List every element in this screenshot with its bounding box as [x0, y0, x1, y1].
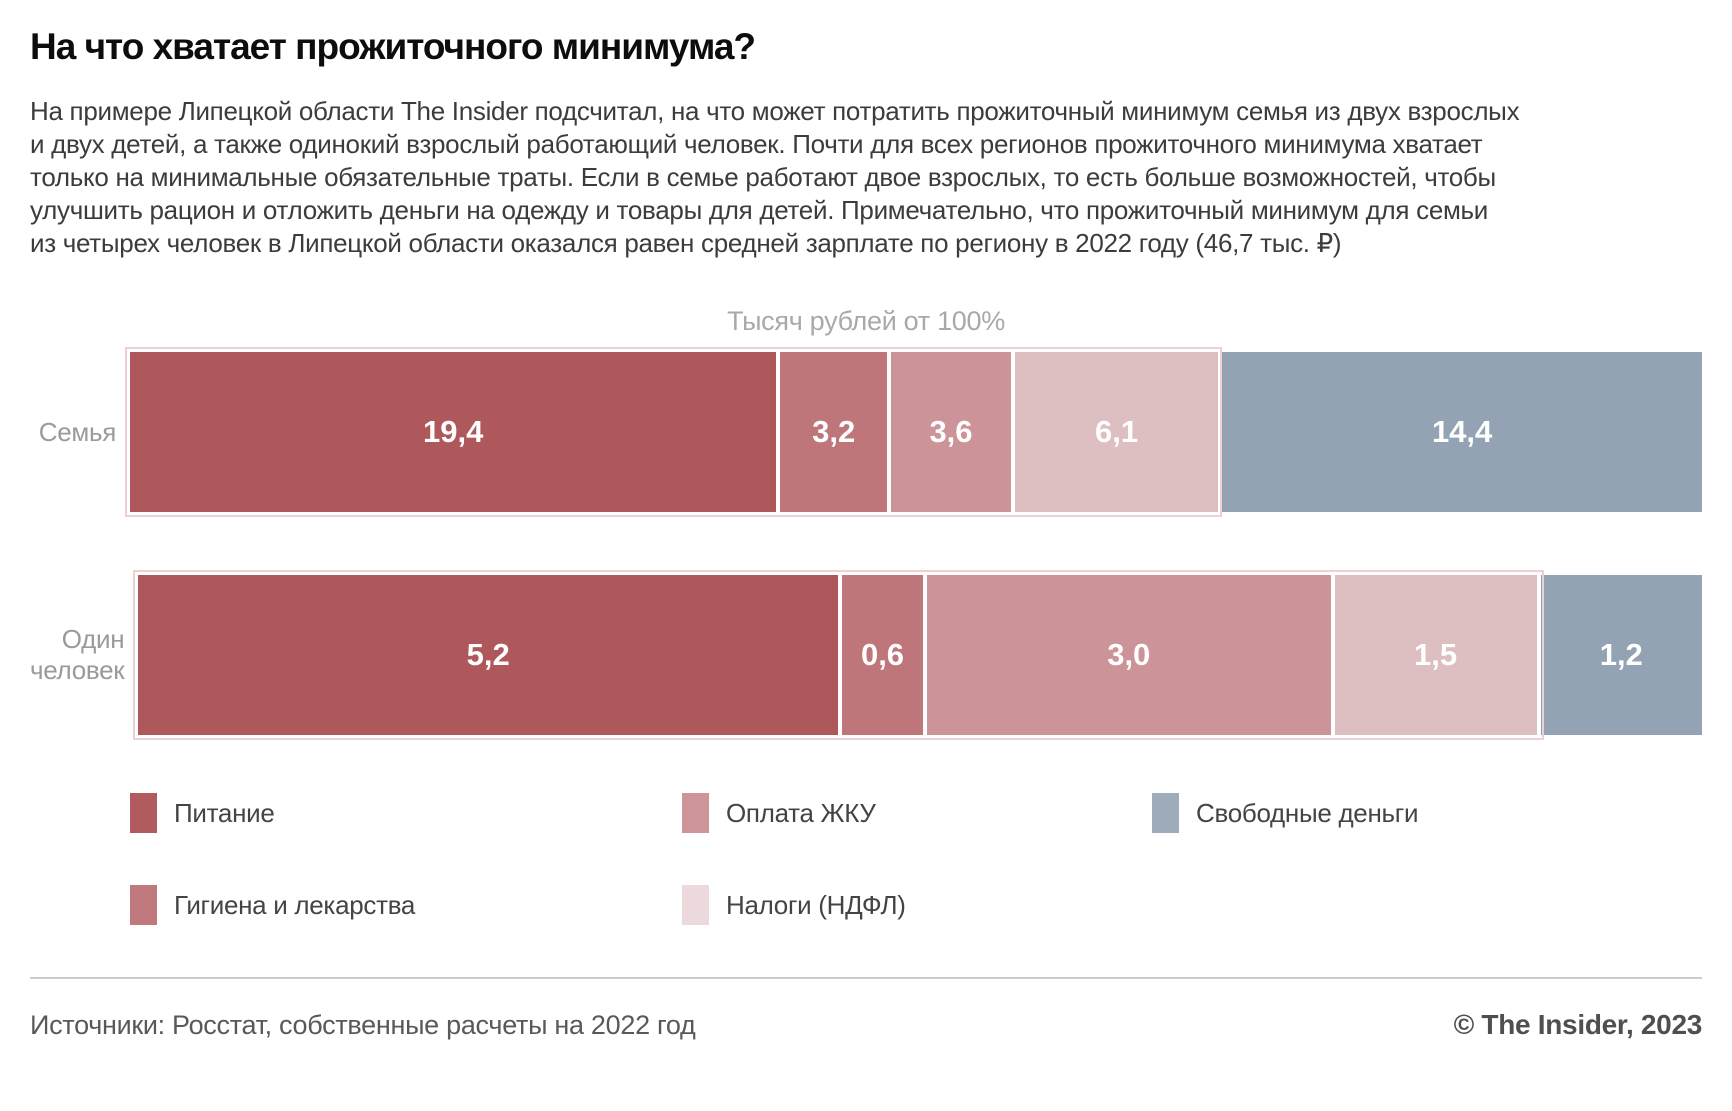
legend-label: Налоги (НДФЛ): [726, 889, 906, 920]
legend-swatch: [130, 793, 157, 833]
footer: Источники: Росстат, собственные расчеты …: [30, 1009, 1702, 1041]
legend-item: Свободные деньги: [1152, 793, 1702, 833]
row-label: Семья: [38, 416, 117, 447]
bar-segment: 14,4: [1222, 352, 1703, 512]
legend-label: Питание: [174, 797, 275, 828]
bar-segment: 1,2: [1540, 575, 1703, 735]
segment-value-label: 3,0: [1107, 637, 1151, 672]
source-note: Источники: Росстат, собственные расчеты …: [30, 1010, 696, 1040]
stacked-bar: 5,2 0,6 3,0 1,5 1,2: [133, 570, 1703, 740]
chart-row: Семья 19,4 3,2 3,6 6,1 14,4: [30, 347, 1703, 517]
chart-row: Один человек 5,2 0,6 3,0 1,5 1,2: [30, 570, 1703, 740]
bar-segment: 19,4: [130, 352, 777, 512]
bar-segment: 3,6: [891, 352, 1011, 512]
bar-segment: 3,2: [780, 352, 888, 512]
stacked-bar-chart: Тысяч рублей от 100% Семья 19,4 3,2 3,6 6,1 1…: [30, 306, 1703, 740]
segment-value-label: 3,2: [812, 414, 856, 449]
segment-value-label: 14,4: [1431, 414, 1493, 449]
row-label: Один человек: [30, 624, 125, 685]
chart-rows: Семья 19,4 3,2 3,6 6,1 14,4 Один человек 5,2 0,6…: [30, 347, 1703, 740]
legend-swatch: [682, 793, 709, 833]
intro-text: На примере Липецкой области The Insider …: [30, 96, 1520, 258]
legend-item: Оплата ЖКУ: [682, 793, 1152, 833]
page-title: На что хватает прожиточного минимума?: [30, 26, 756, 67]
segment-value-label: 6,1: [1095, 414, 1139, 449]
legend-swatch: [682, 885, 709, 925]
legend-label: Оплата ЖКУ: [726, 797, 876, 828]
legend-item: Гигиена и лекарства: [130, 885, 682, 925]
segment-value-label: 0,6: [860, 637, 905, 672]
segment-value-label: 3,6: [929, 414, 973, 449]
legend-swatch: [1152, 793, 1179, 833]
legend-label: Свободные деньги: [1196, 797, 1419, 828]
segment-value-label: 1,2: [1599, 637, 1643, 672]
bar-segment: 6,1: [1014, 352, 1219, 512]
legend-swatch: [130, 885, 157, 925]
stacked-bar: 19,4 3,2 3,6 6,1 14,4: [125, 347, 1703, 517]
bar-segment: 5,2: [138, 575, 839, 735]
legend-label: Гигиена и лекарства: [174, 889, 416, 920]
footer-divider: [30, 977, 1702, 979]
legend-item: Налоги (НДФЛ): [682, 885, 1152, 925]
segment-value-label: 1,5: [1414, 637, 1458, 672]
legend-item: Питание: [130, 793, 682, 833]
legend: Питание Оплата ЖКУ Свободные деньги Гигиена…: [130, 793, 1702, 925]
chart-axis-title: Тысяч рублей от 100%: [727, 306, 1005, 336]
copyright: © The Insider, 2023: [1453, 1009, 1703, 1040]
segment-value-label: 5,2: [466, 637, 510, 672]
bar-segment: 0,6: [842, 575, 923, 735]
bar-segment: 3,0: [926, 575, 1331, 735]
bar-segment: 1,5: [1334, 575, 1537, 735]
segment-value-label: 19,4: [423, 414, 484, 449]
